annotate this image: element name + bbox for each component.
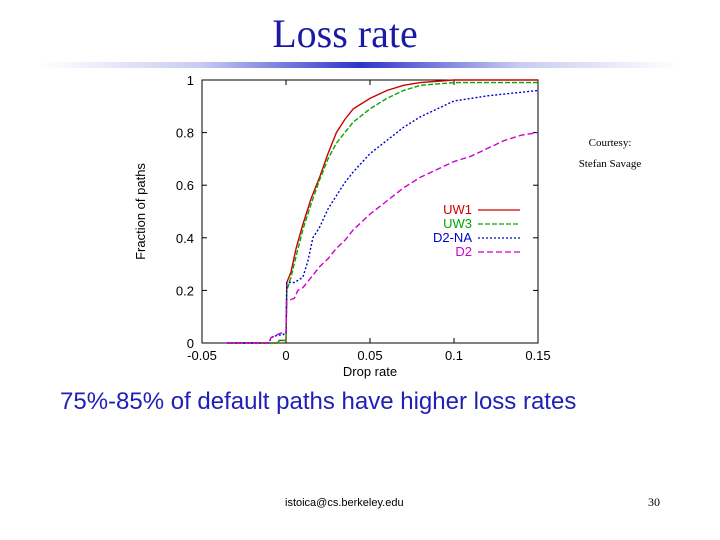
- slide-title: Loss rate: [272, 11, 418, 56]
- series-line-d2-na: [227, 89, 539, 344]
- x-tick-label: 0.15: [525, 348, 550, 363]
- courtesy-label: Courtesy:: [588, 137, 632, 149]
- y-tick-label: 0.8: [176, 126, 194, 141]
- footer-email: istoica@cs.berkeley.edu: [285, 497, 404, 509]
- y-tick-label: 1: [187, 73, 194, 88]
- slide-caption: 75%-85% of default paths have higher los…: [60, 388, 577, 415]
- legend-label: UW1: [443, 202, 472, 217]
- y-tick-label: 0: [187, 336, 194, 351]
- y-tick-label: 0.4: [176, 231, 194, 246]
- legend-label: D2-NA: [433, 230, 472, 245]
- x-tick-label: 0.05: [357, 348, 382, 363]
- series-line-uw3: [227, 81, 538, 344]
- x-tick-label: 0.1: [445, 348, 463, 363]
- page-number: 30: [648, 495, 660, 509]
- x-tick-label: 0: [282, 348, 289, 363]
- y-axis-label: Fraction of paths: [133, 163, 148, 260]
- y-tick-label: 0.6: [176, 178, 194, 193]
- x-axis-label: Drop rate: [343, 364, 397, 379]
- x-tick-label: -0.05: [187, 348, 217, 363]
- series-line-d2: [227, 131, 539, 344]
- title-underline: [40, 62, 680, 68]
- courtesy-author: Stefan Savage: [578, 158, 642, 170]
- series-line-uw1: [227, 79, 538, 344]
- legend-label: D2: [455, 244, 472, 259]
- plot-frame: [201, 79, 539, 344]
- y-tick-label: 0.2: [176, 283, 194, 298]
- legend-label: UW3: [443, 216, 472, 231]
